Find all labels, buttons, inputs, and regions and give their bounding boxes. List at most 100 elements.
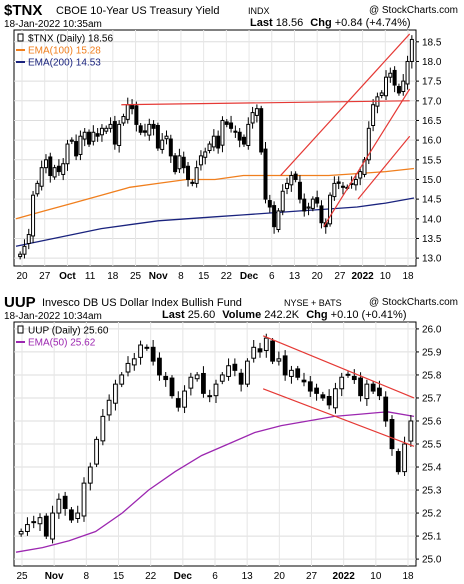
trend-line [280,33,411,176]
candle-body [267,200,272,208]
candle-body [377,387,382,397]
candle-body [65,143,70,165]
candle-body [39,167,44,187]
y-tick-label: 13.0 [422,254,442,265]
candle-body [175,398,181,408]
candle-body [147,123,152,136]
y-tick-label: 13.5 [422,234,442,245]
y-tick-label: 16.0 [422,136,442,147]
candle-body [345,373,351,376]
candle-body [405,60,410,85]
candle-body [168,138,173,157]
candle-body [18,530,24,535]
candle-body [216,135,221,149]
candle-body [392,69,397,86]
candle-body [285,182,290,189]
x-tick-label: 10 [370,571,382,582]
candle-body [320,394,326,399]
candle-body [151,123,156,129]
candle-body [280,190,285,212]
ema-line [15,167,415,220]
candle-body [75,512,81,519]
candle-body [251,346,257,359]
candle-body [31,194,36,237]
candle-body [250,112,255,124]
candle-body [282,355,288,376]
candle-body [207,395,213,398]
candle-body [144,346,150,349]
candle-body [237,131,242,141]
plot-frame [13,29,417,267]
candle-body [326,395,332,406]
candle-body [155,125,160,149]
candle-body [254,108,259,116]
candle-body [190,181,195,184]
trend-line [323,88,411,227]
y-tick-label: 17.0 [422,96,442,107]
x-tick-label: 20 [274,571,286,582]
candle-body [22,245,27,255]
candle-body [306,206,311,209]
x-tick-label: 6 [269,271,275,282]
tnx-chart: 18.5 18.0 17.5 17.0 16.5 16.0 15.5 15.0 14.5 14.0… [13,29,442,282]
candle-body [319,205,324,224]
x-tick-label: 20 [16,271,28,282]
candle-body [224,121,229,125]
x-tick-label: 8 [178,271,184,282]
candle-body [310,198,315,209]
candle-body [384,76,389,97]
candle-body [119,374,125,385]
candle-body [69,139,74,142]
candle-body [25,524,30,532]
candle-body [328,194,333,225]
uup-watermark: @ StockCharts.com [368,297,458,308]
candle-body [112,121,117,145]
trend-line [121,100,410,106]
candle-body [31,521,37,524]
uup-volume-value: 242.2K [264,309,300,321]
tnx-chg-value: +0.84 (+4.74%) [334,17,411,29]
candle-body [108,123,113,129]
legend-marker [17,325,24,334]
y-tick-label: 14.0 [422,214,442,225]
x-tick-label: 18 [107,271,119,282]
y-tick-label: 25.8 [422,370,442,381]
candle-body [56,165,61,173]
candle-body [81,482,87,517]
candle-body [295,368,301,378]
tnx-last: Last 18.56 Chg +0.84 (+4.74%) [250,17,411,29]
candle-body [164,135,169,140]
candle-body [138,344,143,358]
candle-body [142,130,147,133]
candle-body [35,182,40,195]
y-tick-label: 15.0 [422,175,442,186]
x-tick-label: 13 [289,271,301,282]
candle-body [276,210,281,230]
x-tick-label: 27 [306,571,318,582]
uup-exchange: NYSE + BATS [284,298,342,308]
x-tick-label: 10 [380,271,392,282]
candle-body [18,253,23,258]
candle-body [117,123,122,146]
candle-body [302,198,307,212]
candle-body [181,156,186,169]
y-tick-label: 25.2 [422,509,442,520]
candle-body [395,451,401,473]
candle-body [99,127,104,136]
y-tick-label: 25.0 [422,555,442,566]
candle-body [314,387,319,394]
uup-chg-value: +0.10 (+0.41%) [330,309,407,321]
uup-last-label: Last [162,309,185,321]
candle-body [61,163,66,175]
candle-body [95,133,100,137]
y-tick-label: 25.3 [422,486,442,497]
candle-body [50,512,55,540]
candle-body [358,171,363,179]
candle-body [82,131,87,140]
x-tick-label: 15 [198,271,210,282]
y-tick-label: 15.5 [422,155,442,166]
candle-body [233,130,238,133]
candle-body [276,358,282,362]
candle-body [104,127,109,132]
candle-body [169,377,175,397]
